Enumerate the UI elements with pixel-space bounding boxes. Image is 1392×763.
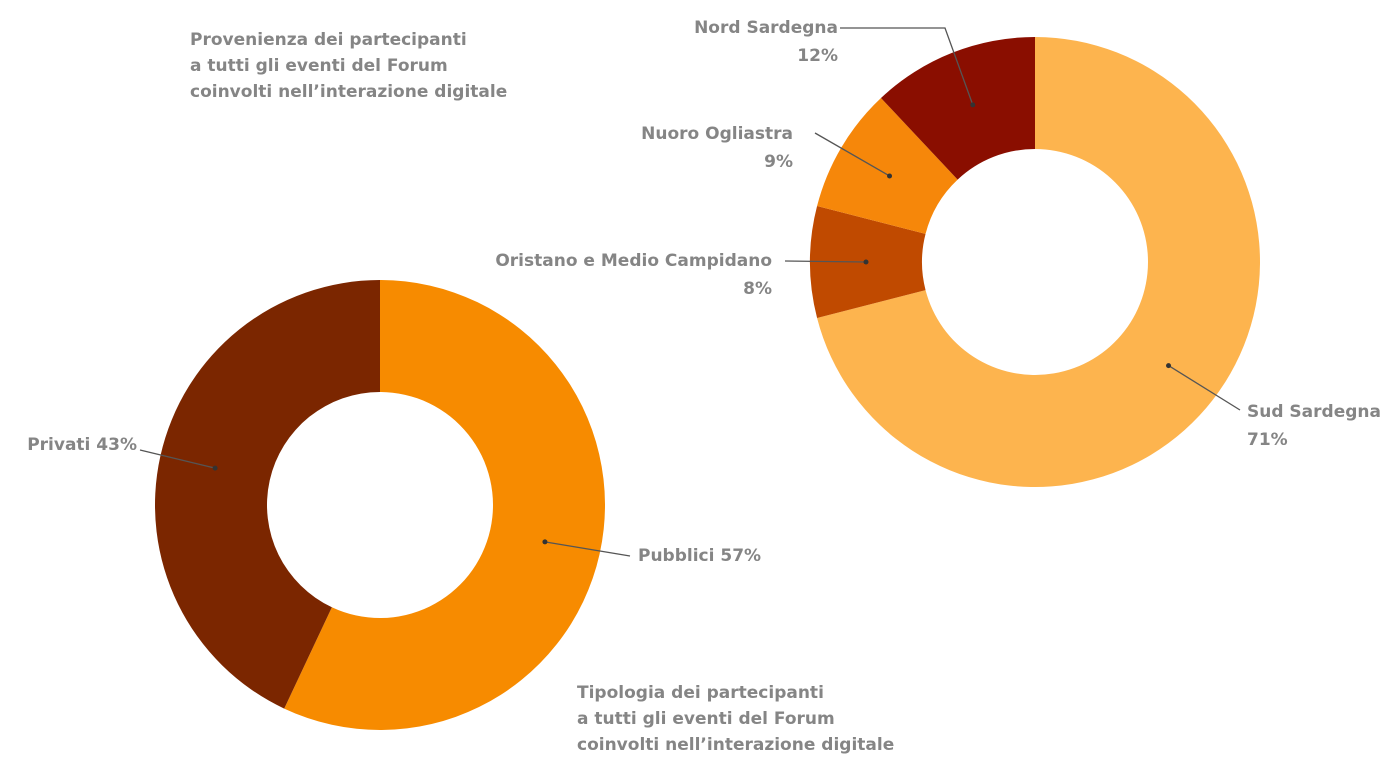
leader-dot [887, 173, 893, 179]
donut-slice [817, 37, 1260, 487]
slice-name: Privati [27, 435, 90, 455]
chart-title: a tutti gli eventi del Forum [577, 709, 835, 729]
leader-dot [542, 539, 548, 545]
slice-name: Pubblici [638, 546, 714, 566]
leader-dot [1166, 363, 1172, 369]
slice-name: Oristano e Medio Campidano [495, 251, 772, 271]
slice-value: 57% [720, 546, 761, 566]
leader-line [840, 27, 974, 106]
donut-slice [880, 37, 1035, 180]
donut-slice [154, 280, 380, 709]
slice-label: Privati 43% [27, 435, 137, 455]
chart-title: Tipologia dei partecipanti [577, 683, 824, 703]
leader-line [544, 541, 631, 557]
leader-dot [863, 259, 869, 265]
chart-title: Provenienza dei partecipanti [190, 30, 467, 50]
leader-line [784, 260, 867, 263]
chart-title: coinvolti nell’interazione digitale [577, 735, 894, 755]
donut-slice [284, 280, 605, 730]
slice-label: Pubblici 57% [638, 546, 761, 566]
slice-value: 12% [797, 46, 838, 66]
slice-value: 9% [764, 152, 793, 172]
leader-line [814, 132, 890, 177]
leader-dot [212, 465, 218, 471]
leader-line [139, 449, 216, 469]
chart-title: a tutti gli eventi del Forum [190, 56, 448, 76]
leader-line [1168, 365, 1241, 411]
donut-slice [817, 97, 958, 234]
slice-name: Nord Sardegna [694, 18, 838, 38]
chart-title: coinvolti nell’interazione digitale [190, 82, 507, 102]
slice-name: Nuoro Ogliastra [641, 124, 793, 144]
slice-name: Sud Sardegna [1247, 402, 1381, 422]
leader-dot [970, 102, 976, 108]
slice-value: 43% [96, 435, 137, 455]
slice-value: 8% [743, 279, 772, 299]
slice-value: 71% [1247, 430, 1288, 450]
